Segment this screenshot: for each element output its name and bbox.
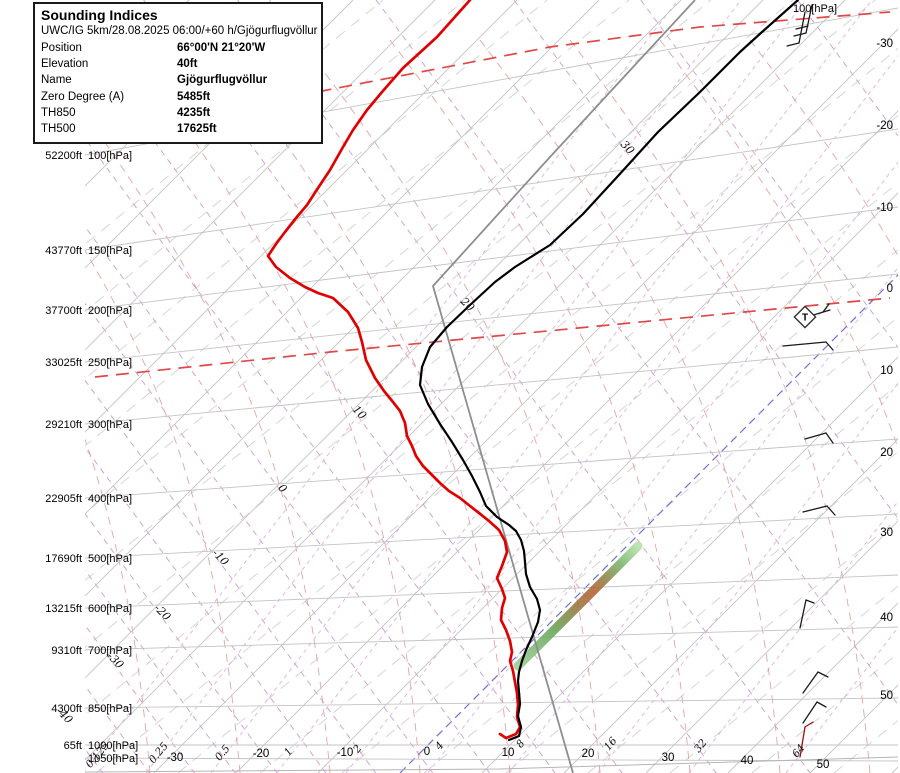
tropopause-line-lower [94,297,891,378]
tropopause-marker: T [793,305,817,329]
indices-row: TH500 17625ft [41,121,315,137]
pressure-tick-label: 100[hPa] [793,3,837,15]
parcel-reference-line [431,0,696,773]
right-axis-temp-labels: -30 -20 -10 0 10 20 30 40 50 [876,38,893,702]
altitude-tick-label: 29210ft [45,419,82,431]
temperature-curve [418,0,800,742]
dewpoint-curve [266,0,522,740]
isotherm-tick-label: -10 [337,747,354,759]
wind-barbs [782,4,836,758]
wind-barb [782,341,834,351]
pressure-tick-label: 200[hPa] [88,305,132,317]
wind-barb [804,432,834,444]
mixing-ratio-label: 1 [282,746,295,759]
panel-title: Sounding Indices [41,7,158,23]
row-label: Elevation [41,58,89,71]
row-value: 5485ft [177,90,211,103]
isotherm-tick-label: 50 [880,690,893,702]
altitude-tick-label: 43770ft [45,245,82,257]
indices-row: Zero Degree (A) 5485ft [41,89,315,105]
isotherm-tick-label: 50 [817,759,830,771]
isotherm-tick-label: -20 [253,748,270,760]
pressure-tick-label: 1050[hPa] [88,753,138,765]
altitude-tick-label: 22905ft [45,493,82,505]
isotherm-tick-label: -10 [876,202,893,214]
left-axis-labels: 66195ft59485ft52200ft100[hPa]43770ft150[… [45,3,138,765]
altitude-tick-label: 4300ft [51,703,82,715]
row-value: 17625ft [177,123,217,136]
wind-barb [799,599,815,629]
wind-barb [802,505,836,516]
isotherm-tick-label: 40 [741,755,754,767]
indices-row: Position 66°00'N 21°20'W [41,40,315,56]
mixing-ratio-label: 8 [514,737,528,750]
isotherm-tick-label: 30 [662,752,675,764]
isotherm-tick-label: -30 [876,38,893,50]
wind-barb [786,4,813,47]
sounding-indices-panel: Sounding Indices UWC/IG 5km/28.08.2025 0… [33,2,323,145]
row-label: Zero Degree (A) [41,90,125,103]
altitude-tick-label: 13215ft [45,603,82,615]
bottom-border [85,756,898,773]
pressure-tick-label: 150[hPa] [88,245,132,257]
adiabat-label: 20 [457,294,477,314]
pressure-tick-label: 300[hPa] [88,419,132,431]
pressure-tick-label: 400[hPa] [88,493,132,505]
altitude-tick-label: 33025ft [45,357,82,369]
altitude-tick-label: 17690ft [45,553,82,565]
row-label: TH850 [41,106,76,119]
wind-barb [802,701,827,724]
svg-text:T: T [802,313,808,324]
indices-row: TH850 4235ft [41,105,315,121]
isotherm-tick-label: 40 [880,612,893,624]
isotherm-tick-label: -20 [876,120,893,132]
model-run-info: UWC/IG 5km/28.08.2025 06:00/+60 h/Gjögur… [41,25,318,37]
isotherm-tick-label: -30 [167,752,184,764]
adiabat-label: 10 [350,403,369,422]
moist-adiabat-lines [85,39,898,773]
isotherm-tick-label: 20 [880,447,893,459]
row-label: TH500 [41,123,76,136]
altitude-tick-label: 9310ft [51,645,82,657]
indices-row: Elevation 40ft [41,56,315,72]
row-label: Position [41,42,82,54]
isotherm-tick-label: 10 [502,747,515,759]
pressure-tick-label: 850[hPa] [88,703,132,715]
highlight-layer-band [513,541,643,671]
altitude-tick-label: 37700ft [45,305,82,317]
mixing-ratio-label: 32 [692,737,710,755]
isotherm-tick-label: 0 [424,746,430,758]
altitude-tick-label: 52200ft [45,150,82,162]
row-value: 40ft [177,58,198,71]
pressure-tick-label: 700[hPa] [88,645,132,657]
pressure-tick-label: 600[hPa] [88,603,132,615]
pressure-tick-label: 100[hPa] [88,150,132,162]
row-value: Gjögurflugvöllur [177,74,268,87]
row-value: 4235ft [177,106,211,119]
wind-barb [802,671,829,694]
pressure-tick-label: 250[hPa] [88,357,132,369]
overlays [49,0,891,773]
mixing-ratio-lines [85,0,898,773]
wind-barb [799,721,814,758]
mixing-ratio-label: 0.5 [213,743,233,764]
row-value: 66°00'N 21°20'W [177,42,266,54]
mixing-ratio-labels: 0.125 0.25 0.5 1 2 4 8 16 32 64 [83,735,807,771]
mixing-ratio-label: 16 [602,735,620,753]
isotherm-tick-label: 10 [880,365,893,377]
row-label: Name [41,74,72,87]
indices-row: Name Gjögurflugvöllur [41,72,315,88]
adiabat-label: 0 [275,481,289,495]
pressure-tick-label: 500[hPa] [88,553,132,565]
bottom-axis-temp-labels: -30 -20 -10 0 10 20 30 40 50 [167,746,830,771]
isotherm-tick-label: 0 [887,283,893,295]
pressure-tick-label: 1000[hPa] [88,740,138,752]
isotherm-tick-label: 20 [582,748,595,760]
altitude-tick-label: 65ft [64,740,82,752]
isotherm-tick-label: 30 [880,527,893,539]
top-right-pressure: 100[hPa] [793,3,837,15]
